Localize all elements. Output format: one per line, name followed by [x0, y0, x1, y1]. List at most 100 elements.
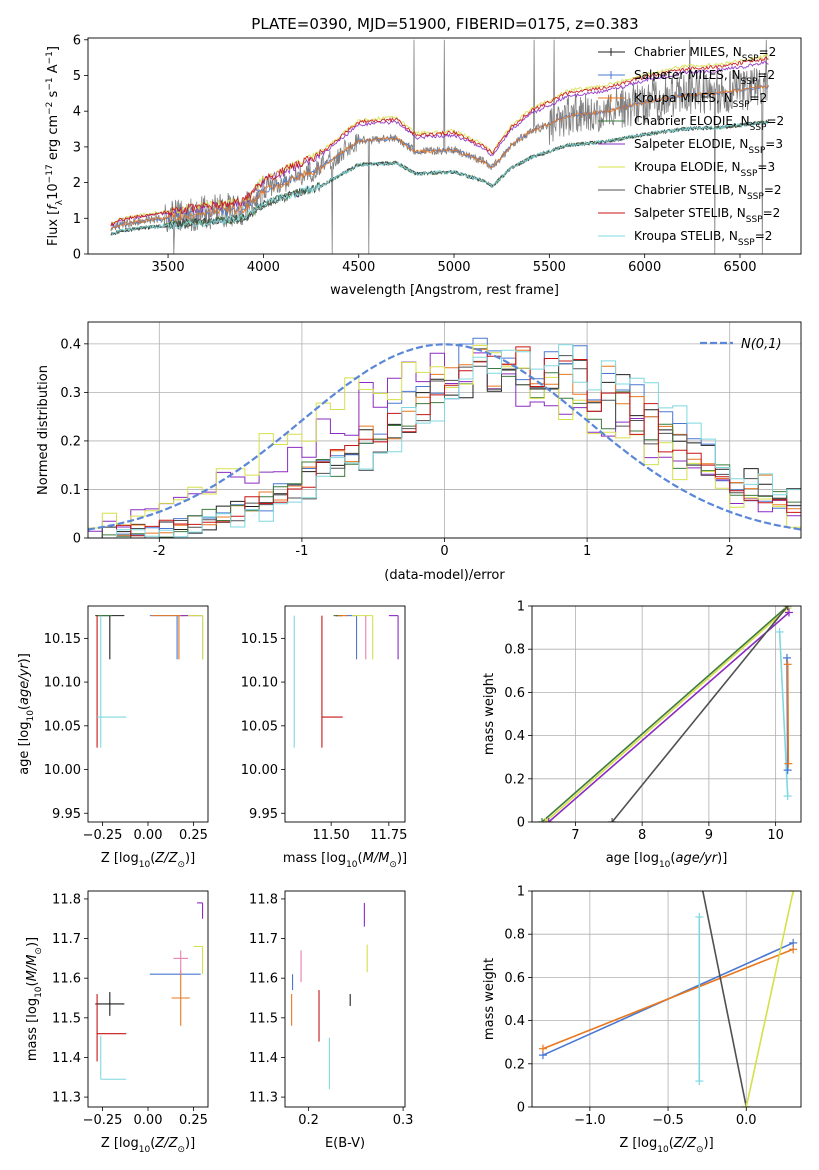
errorbar-point-8	[97, 615, 127, 748]
x-tick-label: 3500	[152, 260, 185, 275]
y-axis-label: age [log10(age/yr)]	[17, 653, 36, 775]
x-tick-label: 0.25	[179, 828, 208, 843]
weight-marker	[782, 653, 791, 662]
mass_vs_EBV-panel: 0.2 0.3 11.3 11.4 11.5 11.6 11.7 11.8 E(B-V)	[249, 890, 413, 1151]
weight-marker	[538, 1044, 547, 1053]
x-tick-label: 11.50	[313, 828, 350, 843]
weight-line	[541, 606, 789, 822]
y-tick-label: 11.7	[52, 932, 81, 947]
x-axis-label: wavelength [Angstrom, rest frame]	[330, 283, 559, 298]
weight-line-5	[742, 891, 798, 1107]
weight-line	[544, 607, 789, 822]
weight-marker	[742, 1103, 751, 1107]
weight_vs_age-frame	[531, 605, 802, 823]
weight-marker	[608, 818, 617, 822]
gaussian-curve	[88, 343, 801, 531]
weight-line-6	[608, 606, 792, 822]
errorbar-point-0	[95, 992, 125, 1016]
legend-entry: N(0,1)	[741, 337, 782, 352]
x-tick-label: 0.2	[298, 1113, 319, 1128]
x-axis-label: (data-model)/error	[384, 568, 505, 583]
x-tick-label: 1	[583, 544, 591, 559]
errorbar-point-2	[171, 970, 190, 1026]
weight_vs_age-panel: 7 8 9 10 0 0.2 0.4 0.6 0.8 1 age [log10(age/yr)] ma…	[482, 600, 802, 870]
weight-marker	[695, 1077, 704, 1086]
weight-line	[745, 891, 794, 1107]
weight-line	[778, 631, 789, 797]
legend-entry-3: Chabrier ELODIE, NSSP=2	[634, 114, 784, 133]
y-tick-label: 0.3	[60, 386, 81, 401]
x-tick-label: −0.25	[83, 1113, 123, 1128]
age_vs_Z-panel: −0.25 0.00 0.25 9.95 10.00 10.05 10.10 10.15 Z […	[17, 605, 209, 870]
histogram-7	[88, 346, 801, 538]
weight-marker	[783, 792, 792, 801]
legend-entry-4: Salpeter ELODIE, NSSP=3	[634, 137, 783, 156]
y-tick-label: 11.3	[249, 1091, 278, 1106]
y-tick-label: 0.2	[504, 772, 525, 787]
weight-line	[542, 948, 794, 1050]
model-spectrum-4	[110, 60, 769, 227]
weight-line	[786, 664, 790, 764]
y-tick-label: 10.05	[241, 719, 278, 734]
weight_vs_Z-ticks: −1.0 −0.5 0.0 0 0.2 0.4 0.6 0.8 1	[504, 885, 756, 1129]
y-tick-label: 11.8	[249, 892, 278, 907]
observed-spectrum	[110, 39, 769, 254]
y-tick-label: 1	[517, 885, 525, 900]
mass_vs_Z-frame	[87, 890, 209, 1108]
histogram-6	[88, 355, 801, 538]
x-tick-label: 0.0	[736, 1113, 757, 1128]
errorbar-point-4	[388, 615, 399, 660]
errorbar-point-1	[345, 615, 358, 660]
y-tick-label: 6	[73, 33, 81, 48]
y-axis-label: mass weight	[482, 673, 497, 755]
model-spectrum-8	[110, 120, 769, 237]
x-tick-label: −0.5	[652, 1113, 684, 1128]
spectrum-plot	[110, 39, 770, 254]
y-tick-label: 11.5	[249, 1011, 278, 1026]
y-tick-label: 0.8	[504, 928, 525, 943]
errorbar-point-9	[173, 950, 188, 975]
legend-entry-5: Kroupa ELODIE, NSSP=3	[634, 160, 775, 179]
age_vs_Z-frame	[87, 605, 209, 823]
errorbar-point-7	[96, 994, 127, 1062]
x-tick-label: 4000	[247, 260, 280, 275]
weight-line	[611, 606, 789, 822]
x-tick-label: 5500	[533, 260, 566, 275]
x-axis-label: Z [log10(Z/Z⊙)]	[619, 1136, 713, 1155]
x-tick-label: 4500	[342, 260, 375, 275]
x-tick-label: 10	[767, 828, 784, 843]
errorbar-point-5	[193, 945, 204, 975]
age_vs_Z-plot	[95, 615, 204, 748]
weight_vs_Z-frame	[531, 890, 802, 1108]
y-tick-label: 0.8	[504, 643, 525, 658]
y-tick-label: 1	[73, 212, 81, 227]
y-tick-label: 10.10	[241, 676, 278, 691]
y-tick-label: 11.7	[249, 932, 278, 947]
y-tick-label: 10.15	[241, 632, 278, 647]
weight_vs_Z-panel: −1.0 −0.5 0.0 0 0.2 0.4 0.6 0.8 1 Z [log10(Z/Z⊙)]…	[482, 870, 802, 1155]
errorbar-point-8	[100, 1035, 127, 1080]
x-axis-label: age [log10(age/yr)]	[606, 851, 728, 870]
y-tick-label: 2	[73, 176, 81, 191]
age_vs_mass-panel: 11.50 11.75 9.95 10.00 10.05 10.10 10.15 mass […	[241, 605, 407, 870]
spectrum-panel: 3500 4000 4500 5000 5500 6000 6500 0 1 2 3 4 5 6 wavel…	[45, 33, 802, 298]
y-tick-label: 0	[517, 1101, 525, 1116]
y-tick-label: 10.15	[44, 632, 81, 647]
legend-entry-6: Chabrier STELIB, NSSP=2	[634, 183, 782, 202]
x-tick-label: -1	[295, 544, 308, 559]
weight-marker	[541, 818, 550, 822]
x-axis-label: Z [log10(Z/Z⊙)]	[101, 851, 195, 870]
residual_hist-ticks: -2 -1 0 1 2 0 0.1 0.2 0.3 0.4	[60, 337, 734, 559]
weight-line-5	[541, 606, 792, 822]
errorbar-point-5	[351, 615, 374, 660]
weight-marker	[695, 870, 703, 878]
x-tick-label: 11.75	[370, 828, 407, 843]
spectrum-ticks: 3500 4000 4500 5000 5500 6000 6500 0 1 2 3 4 5 6	[73, 33, 757, 275]
y-tick-label: 4	[73, 105, 81, 120]
y-tick-label: 5	[73, 69, 81, 84]
weight-line-8	[775, 627, 792, 801]
weight-line-2	[783, 660, 793, 768]
legend: Chabrier MILES, NSSP=2 Salpeter MILES, NS…	[598, 45, 784, 248]
weight-line	[701, 891, 748, 1107]
